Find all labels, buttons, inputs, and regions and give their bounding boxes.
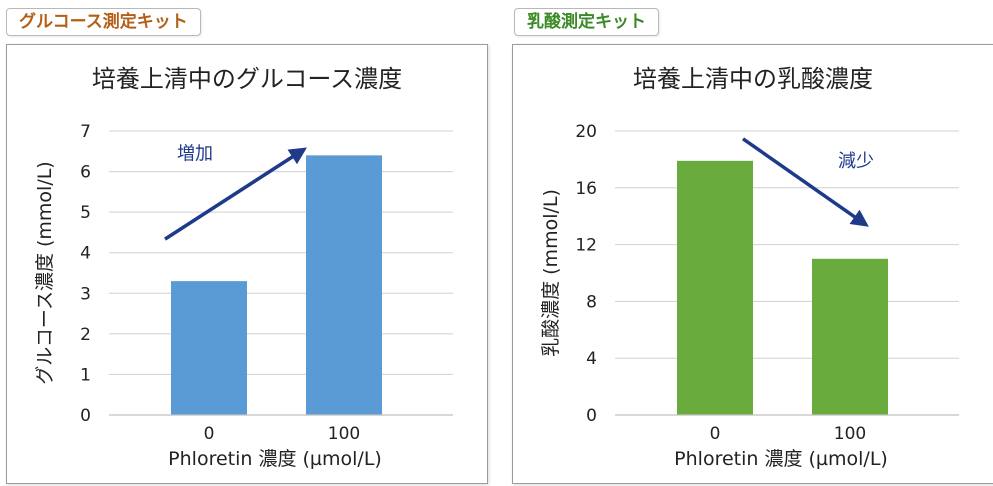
glucose-kit-tag: グルコース測定キット	[6, 8, 201, 36]
glucose-y-tick-label: 7	[80, 122, 91, 142]
lactate-x-tick-label: 100	[834, 424, 866, 444]
glucose-chart-panel: 培養上清中のグルコース濃度 0 1 2 3 4 5 6 7 0 100 Phloretin 濃度 (µ…	[6, 44, 488, 484]
lactate-chart-title: 培養上清中の乳酸濃度	[633, 65, 873, 93]
lactate-x-tick-label: 0	[710, 424, 721, 444]
lactate-y-tick-label: 12	[575, 236, 597, 256]
glucose-trend-arrow	[164, 147, 307, 241]
lactate-y-tick-label: 8	[586, 292, 597, 312]
glucose-x-tick-label: 0	[204, 424, 215, 444]
lactate-y-tick-label: 20	[575, 122, 597, 142]
lactate-bar-1	[812, 258, 888, 415]
glucose-chart-title: 培養上清中のグルコース濃度	[92, 65, 402, 93]
glucose-y-tick-label: 1	[80, 365, 91, 385]
lactate-chart: 培養上清中の乳酸濃度 0 4 8 12 16 20 0 100 Phloretin 濃度 (µmo…	[540, 65, 959, 470]
lactate-trend-annotation: 減少	[838, 151, 874, 172]
lactate-trend-arrow	[741, 137, 869, 227]
glucose-y-tick-label: 4	[80, 244, 91, 264]
lactate-y-tick-label: 0	[586, 406, 597, 426]
glucose-chart: 培養上清中のグルコース濃度 0 1 2 3 4 5 6 7 0 100 Phloretin 濃度 (µ…	[34, 65, 453, 470]
glucose-y-axis-label: グルコース濃度 (mmol/L)	[34, 161, 56, 384]
glucose-kit-tag-label: グルコース測定キット	[19, 12, 188, 32]
lactate-y-tick-label: 16	[575, 179, 597, 199]
lactate-x-axis-label: Phloretin 濃度 (µmol/L)	[674, 448, 888, 470]
glucose-bar-0	[171, 281, 247, 415]
lactate-kit-tag: 乳酸測定キット	[514, 8, 659, 36]
glucose-y-tick-label: 2	[80, 325, 91, 345]
glucose-y-tick-label: 3	[80, 284, 91, 304]
lactate-y-axis-label: 乳酸濃度 (mmol/L)	[540, 189, 562, 357]
lactate-bar-0	[677, 160, 753, 415]
lactate-y-tick-label: 4	[586, 349, 597, 369]
lactate-kit-tag-label: 乳酸測定キット	[527, 12, 646, 32]
glucose-x-axis-label: Phloretin 濃度 (µmol/L)	[168, 448, 382, 470]
glucose-x-tick-label: 100	[328, 424, 360, 444]
glucose-y-tick-label: 5	[80, 203, 91, 223]
glucose-y-tick-label: 0	[80, 406, 91, 426]
glucose-bar-1	[306, 155, 382, 415]
glucose-trend-annotation: 増加	[177, 143, 213, 164]
lactate-chart-panel: 培養上清中の乳酸濃度 0 4 8 12 16 20 0 100 Phloretin 濃度 (µmo…	[512, 44, 993, 484]
glucose-y-tick-label: 6	[80, 163, 91, 183]
